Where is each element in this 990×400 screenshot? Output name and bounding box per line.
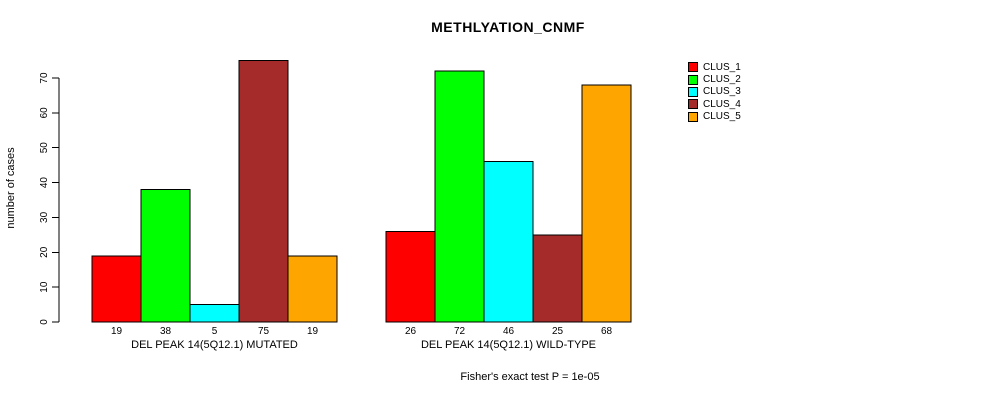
y-tick-label: 20	[39, 246, 50, 258]
bar-value-label: 26	[405, 326, 417, 337]
legend: CLUS_1 CLUS_2 CLUS_3 CLUS_4 CLUS_5	[688, 61, 741, 123]
bar-value-label: 19	[307, 326, 319, 337]
y-axis-label: number of cases	[5, 147, 17, 229]
legend-swatch	[688, 111, 698, 122]
group-label: DEL PEAK 14(5Q12.1) WILD-TYPE	[421, 339, 596, 351]
legend-swatch	[688, 74, 698, 85]
bar	[483, 161, 534, 323]
legend-swatch	[688, 99, 698, 110]
bar-value-label: 25	[552, 326, 564, 337]
group-label: DEL PEAK 14(5Q12.1) MUTATED	[131, 339, 298, 351]
legend-item: CLUS_4	[688, 98, 741, 110]
bar	[385, 230, 436, 323]
bar-value-label: 72	[454, 326, 466, 337]
bar	[140, 189, 191, 323]
bar-value-label: 68	[601, 326, 613, 337]
bar	[189, 304, 240, 323]
bar	[238, 60, 289, 323]
y-tick-label: 50	[39, 142, 50, 154]
legend-label: CLUS_4	[703, 98, 741, 110]
legend-label: CLUS_5	[703, 111, 741, 123]
bar-value-label: 19	[111, 326, 123, 337]
legend-swatch	[688, 86, 698, 97]
legend-label: CLUS_2	[703, 74, 741, 86]
y-tick-label: 60	[39, 107, 50, 119]
legend-swatch	[688, 62, 698, 73]
y-tick-label: 40	[39, 177, 50, 189]
chart-title: METHLYATION_CNMF	[431, 19, 585, 35]
bar-value-label: 5	[212, 326, 218, 337]
annotation-text: Fisher's exact test P = 1e-05	[460, 371, 600, 383]
bar-value-label: 75	[258, 326, 270, 337]
bar	[91, 255, 142, 323]
bar	[434, 70, 485, 323]
legend-label: CLUS_3	[703, 86, 741, 98]
bar-value-label: 46	[503, 326, 515, 337]
bar	[581, 84, 632, 323]
legend-item: CLUS_5	[688, 111, 741, 123]
bar	[287, 255, 338, 323]
bar	[532, 234, 583, 323]
y-tick-label: 0	[39, 319, 50, 325]
legend-label: CLUS_1	[703, 61, 741, 73]
bar-value-label: 38	[160, 326, 172, 337]
legend-item: CLUS_2	[688, 73, 741, 85]
y-tick-label: 70	[39, 72, 50, 84]
y-tick-label: 30	[39, 211, 50, 223]
y-tick-label: 10	[39, 281, 50, 293]
legend-item: CLUS_1	[688, 61, 741, 73]
legend-item: CLUS_3	[688, 86, 741, 98]
